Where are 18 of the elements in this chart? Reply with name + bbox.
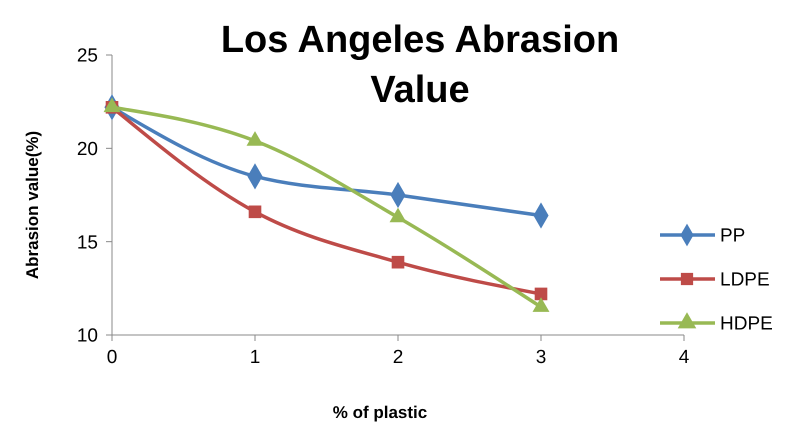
x-axis-title: % of plastic — [332, 403, 428, 422]
legend-label: HDPE — [720, 314, 773, 335]
x-tick-label: 1 — [250, 347, 260, 368]
x-tick-label: 0 — [106, 347, 118, 368]
point — [248, 205, 262, 218]
legend-label: LDPE — [720, 270, 770, 291]
y-tick-label: 10 — [76, 326, 98, 347]
point — [392, 256, 404, 269]
point — [534, 288, 548, 300]
x-tick-label: 3 — [536, 347, 546, 368]
legend-label: PP — [720, 226, 746, 247]
y-tick-label: 15 — [76, 232, 98, 254]
x-tick-label: 4 — [678, 347, 690, 368]
y-tick-label: 25 — [76, 46, 98, 67]
chart-title: Los Angeles Abrasion Value — [220, 19, 620, 111]
x-tick-label: 2 — [392, 347, 404, 368]
y-tick-label: 20 — [76, 138, 98, 160]
y-axis-title: Abrasion value(%) — [23, 130, 42, 280]
